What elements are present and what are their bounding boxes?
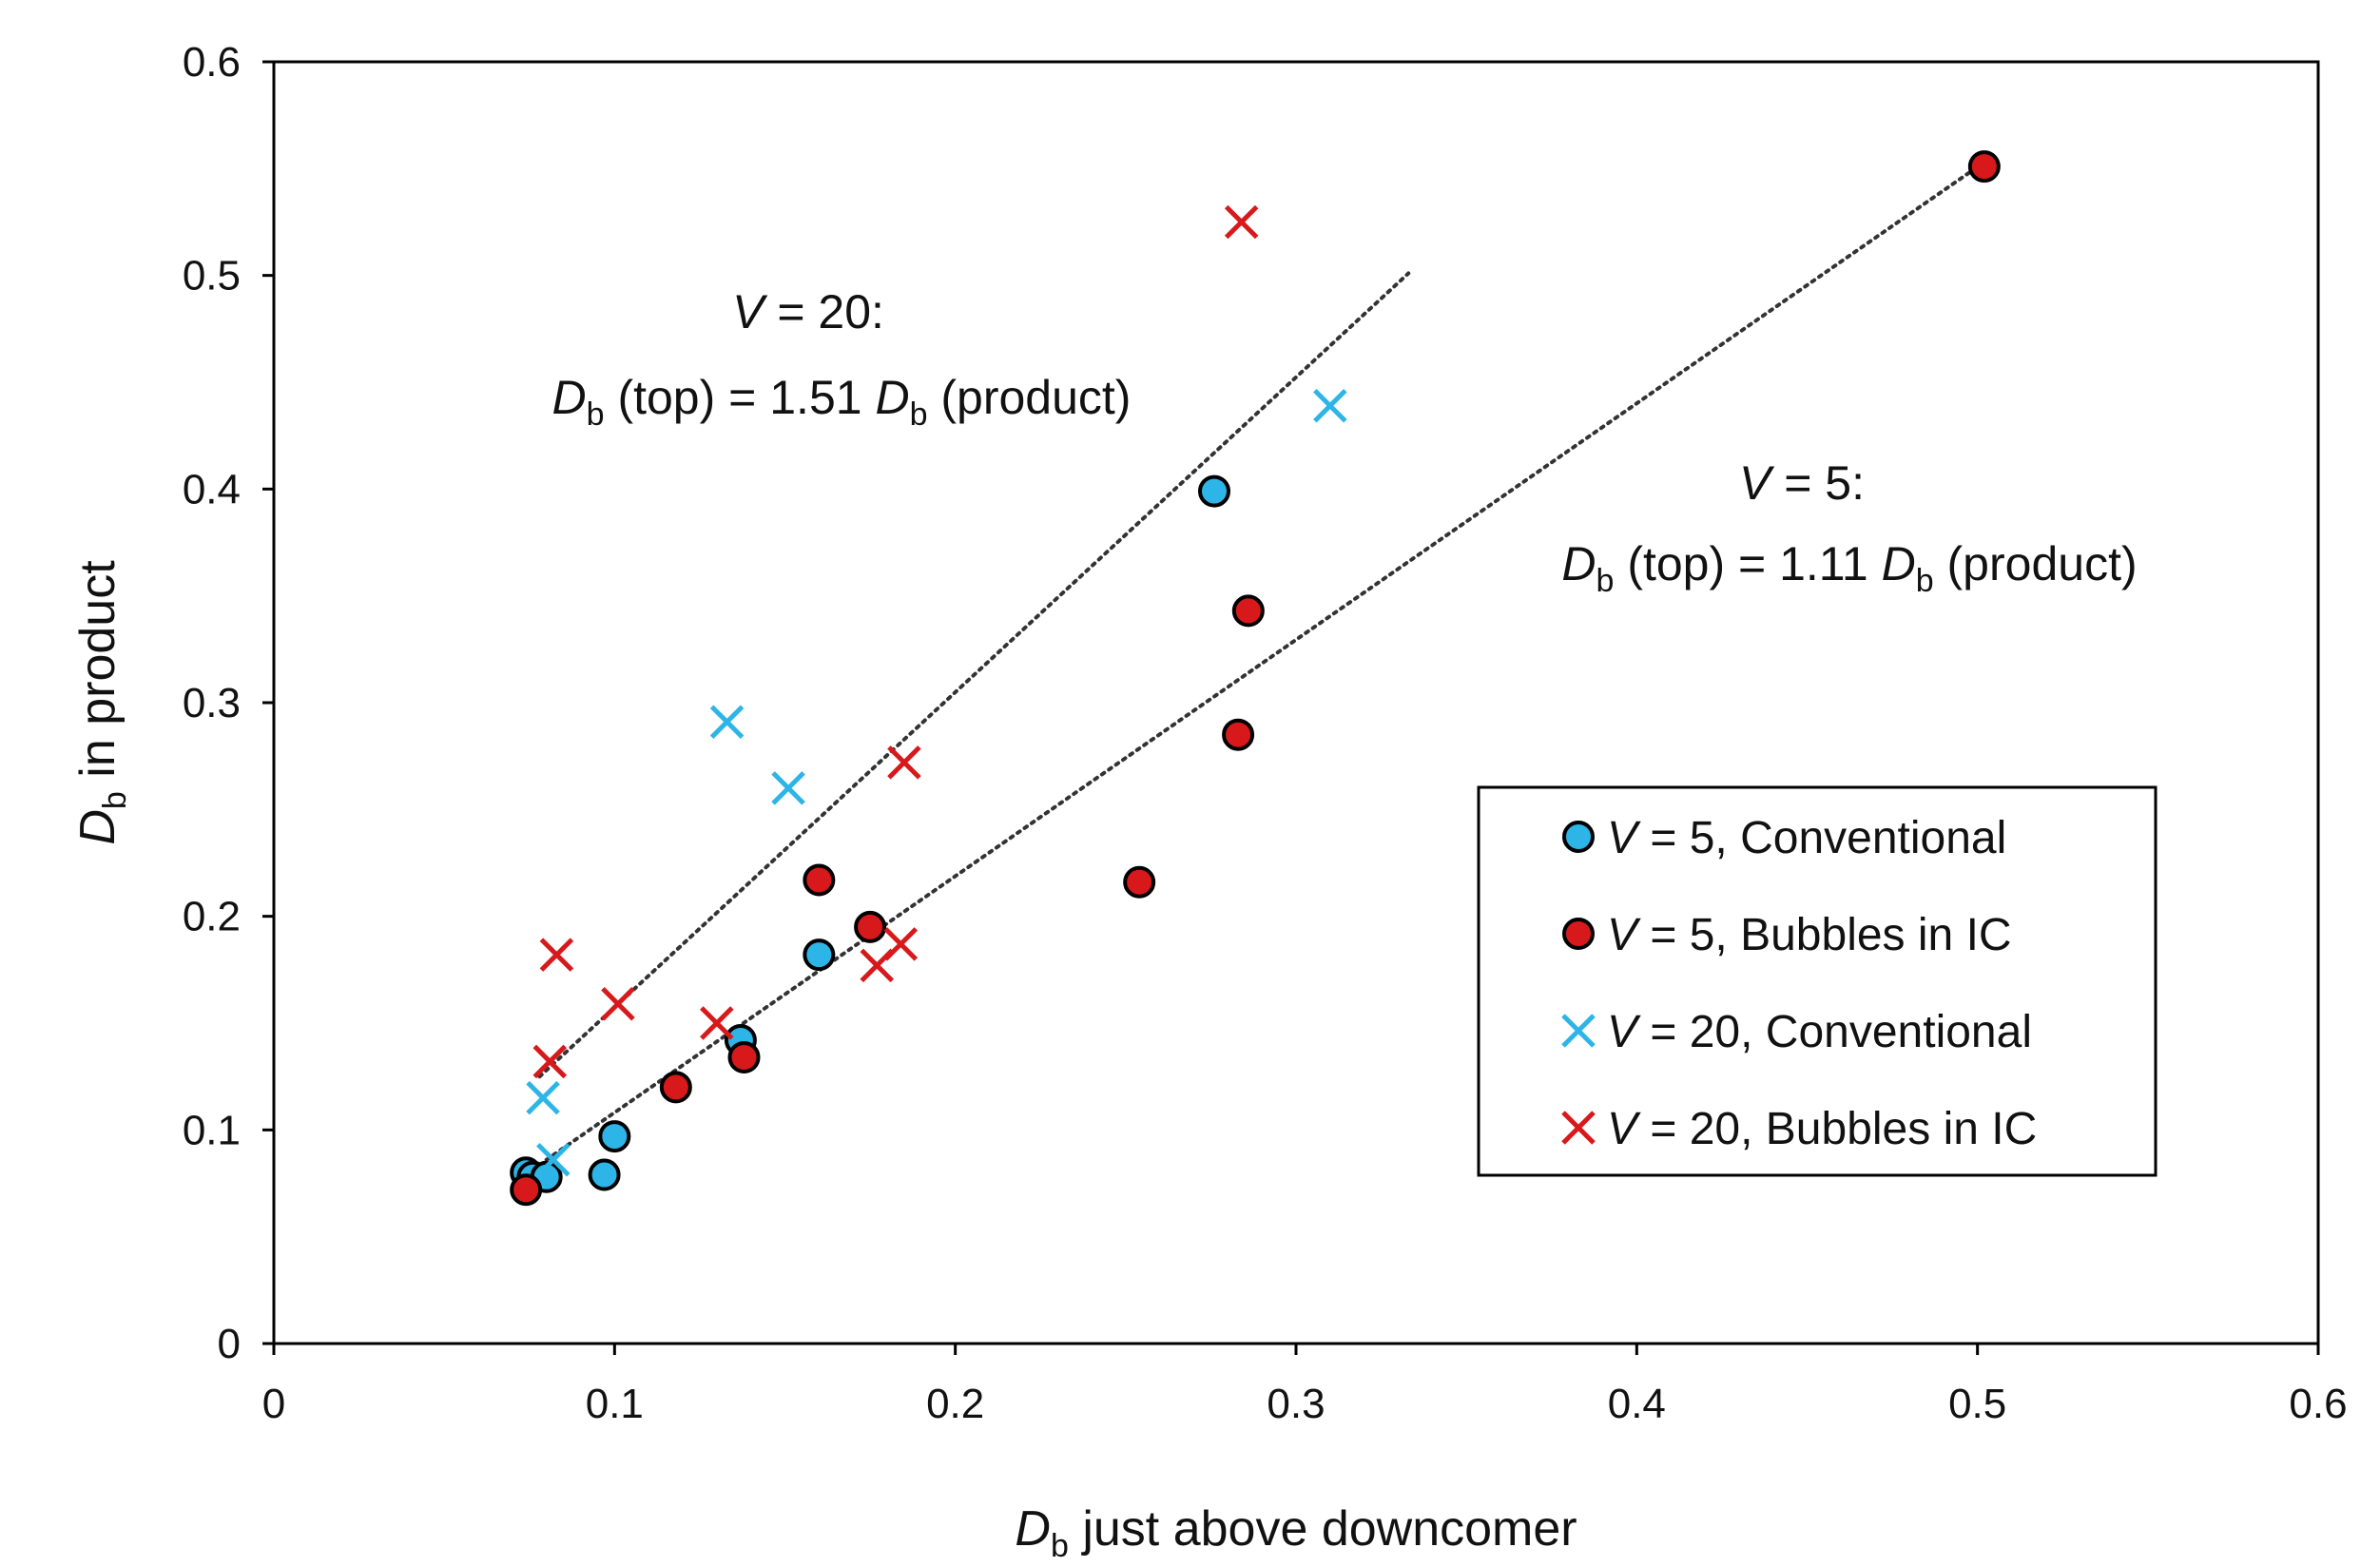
annotation-v20-line1: V = 20: — [732, 285, 884, 339]
data-point-x — [700, 1006, 734, 1040]
data-point — [598, 1120, 631, 1153]
data-point-x — [1224, 204, 1259, 240]
data-point-x — [883, 927, 919, 961]
annotation-v5-line2: Db (top) = 1.11 Db (product) — [1561, 537, 2137, 599]
legend-marker — [1562, 918, 1595, 950]
data-point-x — [887, 745, 921, 780]
y-tick-label: 0.1 — [183, 1107, 241, 1153]
data-point-x — [536, 1143, 571, 1177]
y-axis: 0 0.1 0.2 0.3 0.4 0.5 0.6 — [183, 39, 274, 1367]
annotation-v5-line1: V = 5: — [1739, 456, 1865, 510]
annotation-v20: V = 20: Db (top) = 1.51 Db (product) — [552, 285, 1132, 433]
legend-label: V = 5, Conventional — [1607, 813, 2006, 863]
legend-marker — [1561, 1014, 1596, 1048]
y-tick-label: 0.6 — [183, 39, 241, 86]
data-point-x — [771, 771, 805, 805]
data-points — [510, 150, 2001, 1207]
data-point — [1967, 150, 2001, 184]
legend-box — [1477, 785, 2157, 1177]
data-point-x — [1313, 388, 1347, 423]
data-point — [854, 910, 887, 943]
series-v-5-bubbles-in-ic — [510, 150, 2001, 1207]
series-v-20-conventional — [526, 388, 1347, 1177]
data-point-x — [532, 1044, 568, 1079]
legend-label: V = 5, Bubbles in IC — [1607, 910, 2012, 960]
data-point — [588, 1158, 621, 1191]
data-point — [659, 1071, 692, 1104]
data-point — [727, 1040, 761, 1074]
data-point — [1198, 474, 1230, 508]
legend: V = 5, Conventional V = 5, Bubbles in IC V… — [1477, 785, 2157, 1177]
x-tick-label: 0.4 — [1608, 1381, 1666, 1427]
legend-label: V = 20, Conventional — [1607, 1007, 2032, 1057]
legend-label: V = 20, Bubbles in IC — [1607, 1104, 2037, 1154]
x-tick-label: 0.6 — [2289, 1381, 2347, 1427]
data-point — [1123, 865, 1156, 899]
x-tick-label: 0.3 — [1267, 1381, 1325, 1427]
trendline — [537, 271, 1411, 1079]
legend-items: V = 5, Conventional V = 5, Bubbles in IC V… — [1561, 813, 2037, 1154]
annotation-v5: V = 5: Db (top) = 1.11 Db (product) — [1561, 456, 2137, 599]
data-point-x — [601, 987, 635, 1021]
y-tick-label: 0.2 — [183, 894, 241, 940]
data-point — [510, 1173, 543, 1207]
data-point — [1222, 718, 1255, 751]
data-point — [1231, 594, 1265, 628]
y-axis-label: Db in product — [70, 560, 133, 845]
data-point-x — [709, 705, 745, 739]
series-v-20-bubbles-in-ic — [532, 204, 1259, 1079]
trendline — [544, 160, 1986, 1162]
data-point-x — [539, 938, 574, 972]
legend-marker — [1561, 1111, 1596, 1145]
x-tick-label: 0.2 — [926, 1381, 984, 1427]
y-tick-label: 0 — [218, 1321, 241, 1367]
y-tick-label: 0.4 — [183, 466, 241, 513]
x-axis: 0 0.1 0.2 0.3 0.4 0.5 0.6 — [262, 1344, 2348, 1427]
x-tick-label: 0.1 — [586, 1381, 644, 1427]
annotation-v20-line2: Db (top) = 1.51 Db (product) — [552, 371, 1132, 433]
data-point-x — [526, 1080, 560, 1115]
legend-marker — [1562, 821, 1595, 853]
x-axis-label: Db just above downcomer — [1015, 1501, 1577, 1564]
x-tick-label: 0.5 — [1948, 1381, 2006, 1427]
y-tick-label: 0.5 — [183, 253, 241, 300]
x-tick-label: 0 — [262, 1381, 285, 1427]
trendlines — [537, 160, 1986, 1162]
y-tick-label: 0.3 — [183, 680, 241, 726]
data-point — [803, 863, 836, 897]
data-point — [803, 938, 836, 972]
